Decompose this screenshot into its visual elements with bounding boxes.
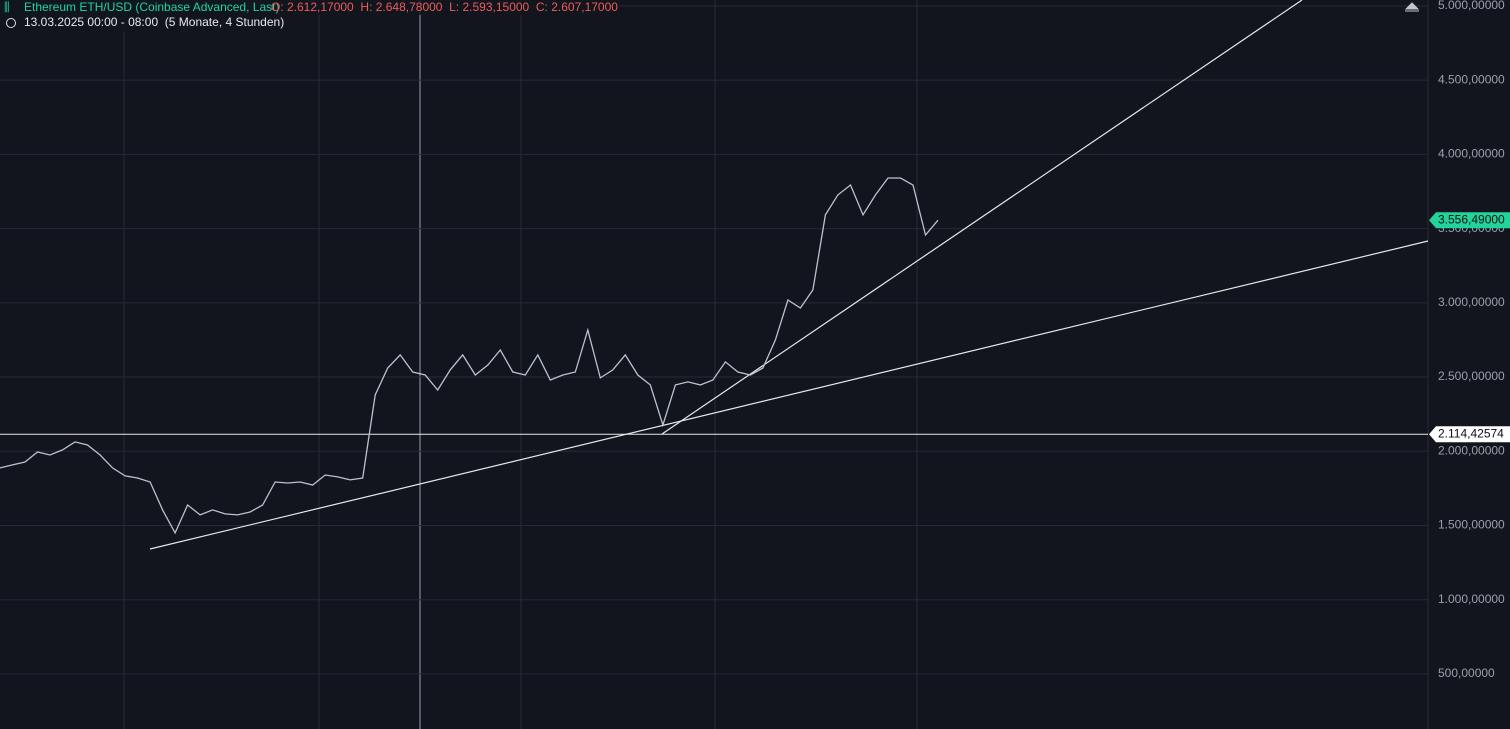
chart-title: Ethereum ETH/USD (Coinbase Advanced, Las… xyxy=(24,0,279,14)
y-tick-label: 1.500,00000 xyxy=(1438,518,1505,532)
price-tag xyxy=(1429,426,1510,443)
y-tick-label: 4.500,00000 xyxy=(1438,72,1505,86)
symbol-icon: ⫼ xyxy=(4,0,10,14)
price-tag-label: 2.114,42574 xyxy=(1438,426,1504,440)
trend-line xyxy=(149,240,1429,550)
y-tick-label: 2.000,00000 xyxy=(1438,443,1505,457)
ohlc: O: 2.612,17000 H: 2.648,78000 L: 2.593,1… xyxy=(271,0,618,14)
axis-icon[interactable] xyxy=(1404,2,1420,12)
y-tick-label: 2.500,00000 xyxy=(1438,369,1505,383)
y-tick-label: 4.000,00000 xyxy=(1438,147,1505,161)
price-tag-label: 3.556,49000 xyxy=(1438,212,1505,226)
subtitle: 13.03.2025 00:00 - 08:00 (5 Monate, 4 St… xyxy=(24,15,284,29)
header-bg xyxy=(0,0,620,15)
price-line xyxy=(0,177,939,535)
y-tick-label: 3.000,00000 xyxy=(1438,295,1505,309)
clock-icon xyxy=(6,18,16,28)
header-bg xyxy=(0,15,290,32)
trend-lines xyxy=(149,0,1429,550)
y-tick-label: 500,00000 xyxy=(1438,666,1495,680)
trend-line xyxy=(661,0,1303,435)
price-tag xyxy=(1429,212,1510,229)
y-tick-label: 5.000,00000 xyxy=(1438,0,1505,12)
y-tick-label: 1.000,00000 xyxy=(1438,592,1505,606)
